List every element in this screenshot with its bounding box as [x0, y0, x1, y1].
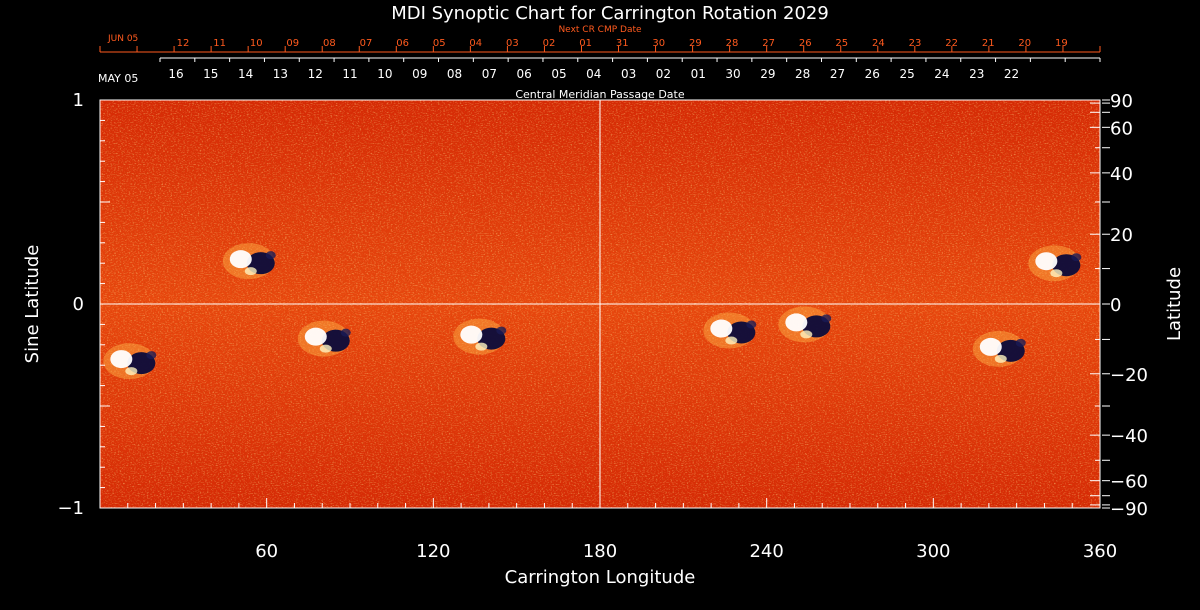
next-axis-date: 24	[872, 38, 885, 49]
y-tick-label-right: −40	[1110, 426, 1148, 447]
x-tick-label: 360	[1083, 541, 1117, 562]
active-region	[222, 243, 276, 280]
y-tick-label-right: 40	[1110, 164, 1133, 185]
top-axis-date: 05	[551, 67, 566, 81]
x-tick-label: 60	[255, 541, 278, 562]
next-axis-date: 21	[982, 38, 995, 49]
next-axis-date: 02	[543, 38, 556, 49]
next-axis-date: 04	[469, 38, 482, 49]
next-axis-label: Next CR CMP Date	[558, 25, 642, 35]
active-region	[103, 343, 157, 380]
top-axis-date: 10	[377, 67, 392, 81]
next-axis-date: 26	[799, 38, 812, 49]
next-axis-date: 03	[506, 38, 519, 49]
top-axis-date: 07	[482, 67, 497, 81]
next-axis-date: 05	[433, 38, 446, 49]
next-axis-start: JUN 05	[107, 34, 138, 44]
top-axis-date: 01	[691, 67, 706, 81]
y-tick-label-left: 1	[73, 90, 84, 111]
active-region	[703, 312, 757, 349]
next-axis-date: 27	[762, 38, 775, 49]
right-axis: 90 60 40 20 0 −20 −40 −60 −90	[1090, 91, 1148, 520]
next-axis-date: 12	[177, 38, 190, 49]
y-tick-label-left: −1	[57, 498, 84, 519]
next-axis-date: 23	[909, 38, 922, 49]
top-axis-date: 30	[725, 67, 740, 81]
active-region	[972, 330, 1026, 367]
chart-title: MDI Synoptic Chart for Carrington Rotati…	[391, 3, 829, 24]
next-axis-date: 20	[1018, 38, 1031, 49]
top-axis-date: 29	[760, 67, 775, 81]
y-tick-label-right: −90	[1110, 499, 1148, 520]
top-axis-date: 23	[969, 67, 984, 81]
y-tick-label-right: 60	[1110, 118, 1133, 139]
next-axis-date: 07	[360, 38, 373, 49]
y-tick-label-right: 0	[1110, 295, 1121, 316]
top-axis-date: 22	[1004, 67, 1019, 81]
next-axis-ticks	[99, 46, 1101, 53]
top-axis-date: 04	[586, 67, 601, 81]
next-axis-date: 09	[286, 38, 299, 49]
left-axis: 1 0 −1	[57, 90, 110, 519]
active-region	[297, 320, 351, 357]
next-axis-date: 06	[396, 38, 409, 49]
top-axis-date: 15	[203, 67, 218, 81]
top-axis-date: 02	[656, 67, 671, 81]
x-tick-label: 120	[416, 541, 450, 562]
top-axis-date: 08	[447, 67, 462, 81]
next-axis-date: 28	[726, 38, 739, 49]
x-tick-label: 180	[583, 541, 617, 562]
x-tick-label: 300	[916, 541, 950, 562]
y-axis-label-right: Latitude	[1164, 267, 1185, 341]
y-tick-label-right: −20	[1110, 365, 1148, 386]
top-axis-date: 13	[273, 67, 288, 81]
top-axis-date: 09	[412, 67, 427, 81]
top-axis-date: 03	[621, 67, 636, 81]
next-axis-date: 08	[323, 38, 336, 49]
top-axis-date: 11	[342, 67, 357, 81]
top-axis-date: 27	[830, 67, 845, 81]
top-axis-date: 26	[865, 67, 880, 81]
top-axis-date: 24	[934, 67, 949, 81]
next-axis-date: 29	[689, 38, 702, 49]
top-axis-dates: 16 15 14 13 12 11 10 09 08 07 06 05 04 03 02 01 30 29 28 27…	[168, 67, 1019, 81]
active-region	[1028, 245, 1082, 282]
top-axis-date: 12	[308, 67, 323, 81]
next-axis-date: 11	[213, 38, 226, 49]
y-tick-label-right: −60	[1110, 472, 1148, 493]
top-axis-label: Central Meridian Passage Date	[515, 88, 684, 101]
y-tick-label-right: 90	[1110, 91, 1133, 112]
active-regions	[103, 243, 1082, 380]
top-axis-date: 06	[517, 67, 532, 81]
next-axis-date: 01	[579, 38, 592, 49]
next-axis-date: 25	[835, 38, 848, 49]
next-axis-date: 10	[250, 38, 263, 49]
top-axis-start: MAY 05	[98, 72, 138, 85]
bottom-axis: 60 120 180 240 300 360	[99, 498, 1117, 562]
x-tick-label: 240	[749, 541, 783, 562]
top-axis-date: 14	[238, 67, 253, 81]
top-axis-date: 16	[168, 67, 183, 81]
x-axis-label: Carrington Longitude	[505, 567, 696, 588]
active-region	[453, 318, 507, 355]
top-axis-date: 28	[795, 67, 810, 81]
next-axis-date: 30	[652, 38, 665, 49]
next-axis-date: 19	[1055, 38, 1068, 49]
top-axis-date: 25	[899, 67, 914, 81]
top-axis-ticks	[159, 57, 1101, 62]
next-axis-date: 22	[945, 38, 958, 49]
y-tick-label-right: 20	[1110, 225, 1133, 246]
y-tick-label-left: 0	[73, 294, 84, 315]
next-axis-date: 31	[616, 38, 629, 49]
active-region	[778, 306, 832, 343]
y-axis-label-left: Sine Latitude	[22, 245, 43, 364]
next-axis-dates: 12 11 10 09 08 07 06 05 04 03 02 01 31 30 29 28 27 26 25 24…	[177, 38, 1068, 49]
